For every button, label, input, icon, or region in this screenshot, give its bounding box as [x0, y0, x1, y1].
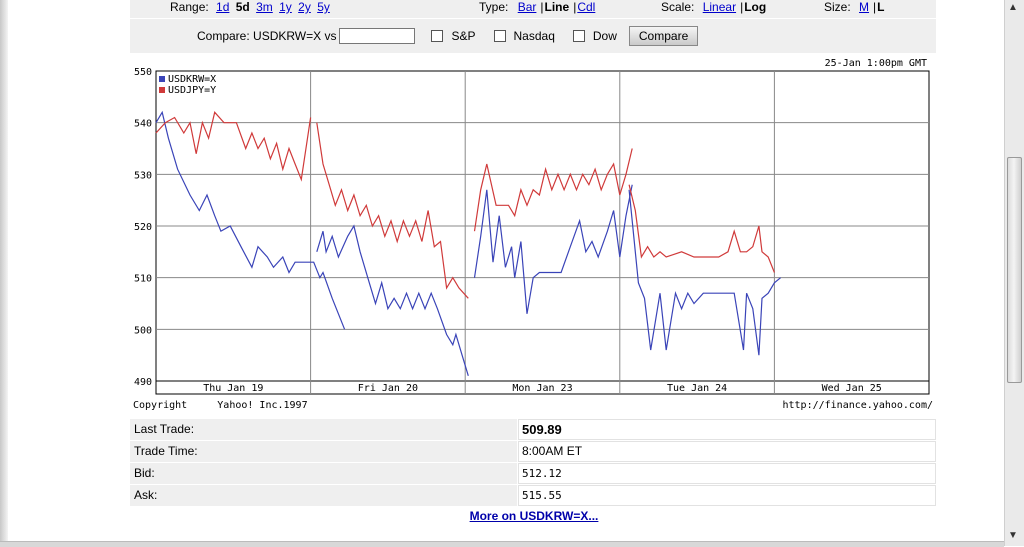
series-line: [628, 184, 775, 273]
last-trade-value: 509.89: [518, 419, 936, 440]
trade-time-row: Trade Time: 8:00AM ET: [130, 441, 936, 463]
last-trade-row: Last Trade: 509.89: [130, 419, 936, 441]
sp-label: S&P: [451, 29, 476, 43]
scale-label: Scale:: [661, 0, 695, 14]
ask-value: 515.55: [518, 485, 936, 506]
range-5d-selected: 5d: [235, 0, 250, 14]
y-tick-label: 520: [134, 222, 152, 233]
size-controls: Size: M |L: [824, 0, 885, 14]
range-5y-link[interactable]: 5y: [317, 0, 330, 14]
legend-swatch: [159, 87, 165, 93]
more-on-symbol-link[interactable]: More on USDKRW=X...: [469, 509, 599, 523]
scroll-down-icon[interactable]: ▼: [1008, 530, 1018, 541]
ask-row: Ask: 515.55: [130, 485, 936, 507]
type-bar-link[interactable]: Bar: [517, 0, 537, 14]
trade-time-label: Trade Time:: [130, 441, 517, 462]
vertical-scrollbar[interactable]: ▲ ▼: [1004, 0, 1024, 546]
page-left-edge: [0, 0, 8, 546]
dow-checkbox[interactable]: [572, 30, 585, 42]
scale-controls: Scale: Linear |Log: [661, 0, 767, 14]
size-m-link[interactable]: M: [859, 0, 870, 14]
x-tick-label: Fri Jan 20: [358, 383, 418, 394]
chart-timestamp: 25-Jan 1:00pm GMT: [825, 58, 927, 69]
range-label: Range:: [170, 0, 209, 14]
compare-symbol-input[interactable]: [339, 28, 416, 44]
size-label: Size:: [824, 0, 851, 14]
bid-label: Bid:: [130, 463, 517, 484]
type-controls: Type: Bar |Line |Cdl: [479, 0, 596, 14]
compare-label: Compare: USDKRW=X vs: [197, 29, 337, 43]
chart-copyright: Copyright Yahoo! Inc.1997: [133, 400, 308, 411]
range-1y-link[interactable]: 1y: [279, 0, 292, 14]
nasdaq-label: Nasdaq: [513, 29, 555, 43]
compare-button[interactable]: Compare: [628, 26, 699, 46]
type-cdl-link[interactable]: Cdl: [577, 0, 596, 14]
compare-bar: Compare: USDKRW=X vs S&P Nasdaq Dow Comp…: [130, 18, 936, 53]
type-label: Type:: [479, 0, 509, 14]
series-line: [316, 224, 469, 376]
bid-row: Bid: 512.12: [130, 463, 936, 485]
y-tick-label: 510: [134, 274, 152, 285]
dow-label: Dow: [592, 29, 617, 43]
nasdaq-checkbox[interactable]: [493, 30, 506, 42]
series-line: [473, 184, 633, 314]
x-tick-label: Tue Jan 24: [667, 383, 727, 394]
y-tick-label: 530: [134, 170, 152, 181]
y-tick-label: 500: [134, 325, 152, 336]
ask-label: Ask:: [130, 485, 517, 506]
series-line: [628, 189, 781, 356]
series-line: [473, 148, 633, 232]
type-line-selected: Line: [544, 0, 570, 14]
series-line: [155, 110, 346, 330]
last-trade-label: Last Trade:: [130, 419, 517, 440]
range-controls: Range: 1d 5d 3m 1y 2y 5y: [170, 0, 333, 14]
trade-time-value: 8:00AM ET: [518, 441, 936, 462]
chart-svg: 25-Jan 1:00pm GMT 550 540 530 520 510 500 490 T…: [133, 58, 933, 411]
horizontal-scrollbar[interactable]: [0, 541, 1004, 547]
x-tick-label: Wed Jan 25: [822, 383, 882, 394]
y-tick-label: 540: [134, 119, 152, 130]
size-l-selected: L: [877, 0, 885, 14]
y-tick-label: 550: [134, 67, 152, 78]
sp-checkbox[interactable]: [431, 30, 444, 42]
scale-linear-link[interactable]: Linear: [702, 0, 737, 14]
quote-table: Last Trade: 509.89 Trade Time: 8:00AM ET…: [130, 419, 936, 507]
scrollbar-thumb[interactable]: [1007, 157, 1022, 383]
range-3m-link[interactable]: 3m: [256, 0, 273, 14]
legend-label: USDJPY=Y: [168, 85, 216, 96]
bid-value: 512.12: [518, 463, 936, 484]
scale-log-selected: Log: [744, 0, 767, 14]
legend-swatch: [159, 76, 165, 82]
series-line: [316, 122, 469, 299]
legend-label: USDKRW=X: [168, 74, 216, 85]
x-tick-label: Mon Jan 23: [512, 383, 572, 394]
scroll-up-icon[interactable]: ▲: [1008, 2, 1018, 13]
range-2y-link[interactable]: 2y: [298, 0, 311, 14]
price-chart: 25-Jan 1:00pm GMT 550 540 530 520 510 500 490 T…: [130, 53, 936, 415]
series-line: [155, 111, 312, 182]
range-1d-link[interactable]: 1d: [216, 0, 230, 14]
chart-source-url: http://finance.yahoo.com/: [782, 400, 933, 411]
y-tick-label: 490: [134, 377, 152, 388]
x-tick-label: Thu Jan 19: [203, 383, 263, 394]
plot-frame: [155, 70, 930, 395]
chart-controls-bar: Range: 1d 5d 3m 1y 2y 5y Type: Bar |Line |…: [130, 0, 936, 18]
